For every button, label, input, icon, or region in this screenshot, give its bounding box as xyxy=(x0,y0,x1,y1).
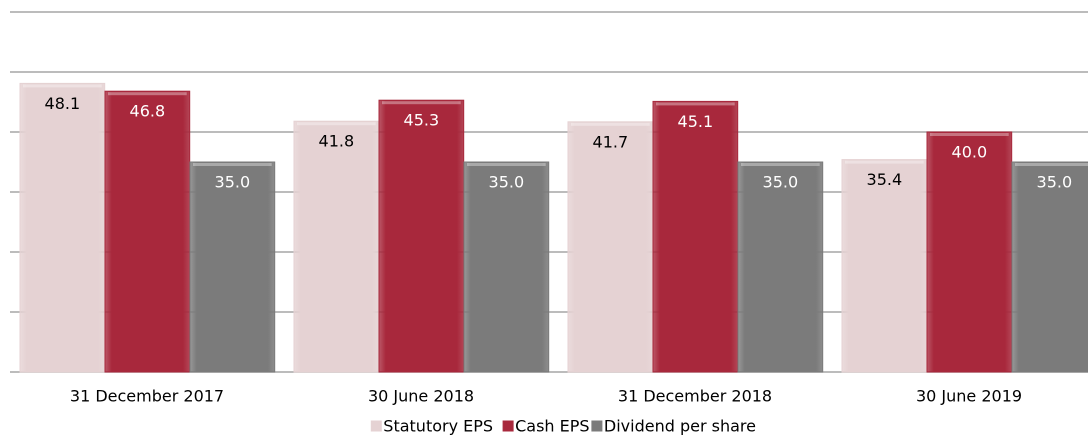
bar-highlight xyxy=(741,163,820,166)
bar-highlight xyxy=(382,101,461,105)
bar-highlight xyxy=(656,102,735,106)
x-tick-label: 31 December 2017 xyxy=(70,387,224,406)
value-label: 35.4 xyxy=(867,170,903,189)
value-label: 40.0 xyxy=(952,143,988,162)
legend-swatch xyxy=(502,420,514,432)
bar-highlight xyxy=(1015,163,1088,166)
bar xyxy=(293,120,380,373)
bar xyxy=(652,100,739,373)
value-label: 48.1 xyxy=(45,94,81,113)
bar-highlight xyxy=(193,163,272,166)
value-label: 41.8 xyxy=(319,132,355,151)
bar-highlight xyxy=(297,122,376,126)
bar-highlight xyxy=(23,84,102,88)
bar-highlight xyxy=(930,133,1009,136)
value-label: 46.8 xyxy=(130,102,166,121)
value-label: 35.0 xyxy=(1037,173,1073,192)
legend-label: Dividend per share xyxy=(604,417,756,436)
value-label: 41.7 xyxy=(593,132,629,151)
bar-highlight xyxy=(467,163,546,166)
x-tick-label: 30 June 2019 xyxy=(916,387,1022,406)
value-label: 45.3 xyxy=(404,111,440,130)
bar xyxy=(841,159,928,373)
bar xyxy=(926,131,1013,373)
bar xyxy=(378,99,465,373)
bar xyxy=(19,82,106,373)
legend-swatch xyxy=(591,420,603,432)
bar xyxy=(567,121,654,373)
bar-highlight xyxy=(108,92,187,96)
value-label: 35.0 xyxy=(763,173,799,192)
bar xyxy=(737,161,824,373)
value-label: 45.1 xyxy=(678,112,714,131)
x-tick-label: 31 December 2018 xyxy=(618,387,772,406)
bar xyxy=(104,90,191,373)
legend-label: Cash EPS xyxy=(515,417,589,436)
value-label: 35.0 xyxy=(215,173,251,192)
bar xyxy=(463,161,550,373)
bar-highlight xyxy=(845,160,924,164)
legend-label: Statutory EPS xyxy=(383,417,493,436)
value-label: 35.0 xyxy=(489,173,525,192)
legend-swatch xyxy=(370,420,382,432)
bar-highlight xyxy=(571,122,650,126)
x-tick-label: 30 June 2018 xyxy=(368,387,474,406)
bar xyxy=(1011,161,1088,373)
bar xyxy=(189,161,276,373)
